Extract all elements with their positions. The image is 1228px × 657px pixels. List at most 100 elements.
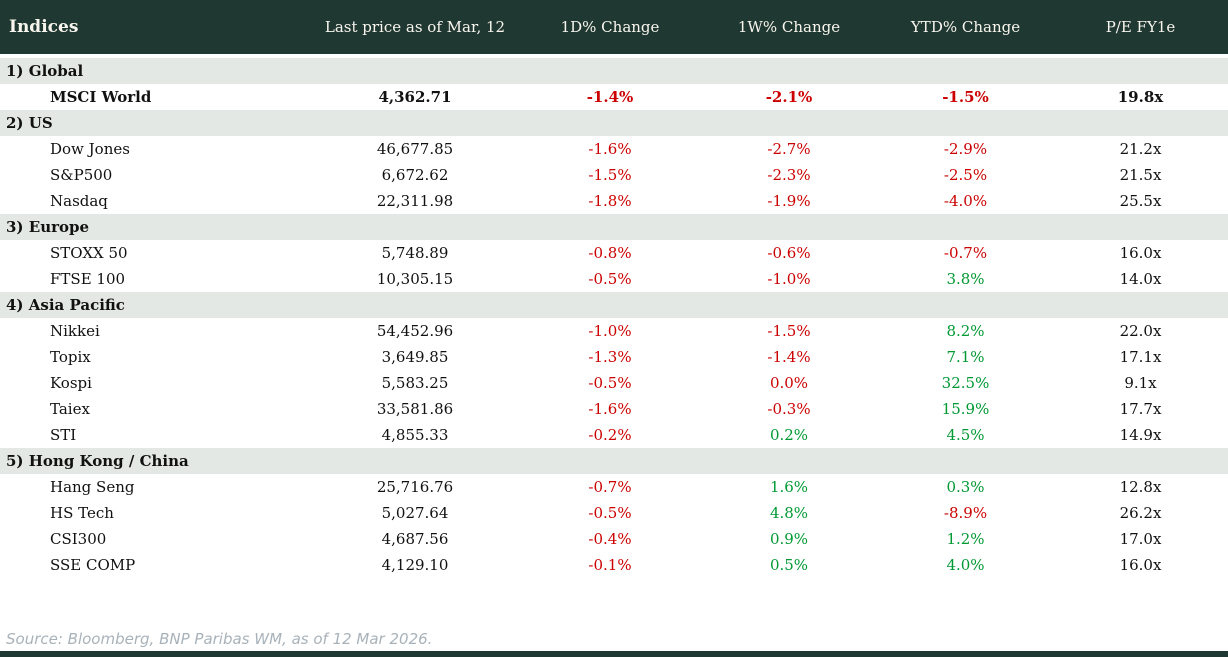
last-price-cell: 4,855.33 [381,426,449,444]
section-label: 1) Global [0,56,1228,84]
pe-fy1e-cell: 17.1x [1119,348,1162,366]
table-body: 1) Global MSCI World 4,362.71 -1.4% -2.1% -1.… [0,56,1228,578]
last-price-cell: 46,677.85 [376,140,454,158]
section-row: 3) Europe [0,214,1228,240]
index-name-cell: Kospi [50,374,92,392]
last-price-cell: 5,027.64 [381,504,449,522]
table-row: Nikkei 54,452.96 -1.0% -1.5% 8.2% 22.0x [0,318,1228,344]
1w-change-cell: -1.5% [767,322,811,340]
column-header-pe-fy1e: P/E FY1e [1053,0,1228,58]
last-price-cell: 4,687.56 [381,530,449,548]
table-header-row: Indices Last price as of Mar, 12 1D% Cha… [0,0,1228,58]
last-price-cell: 4,129.10 [381,556,449,574]
index-name-cell: FTSE 100 [50,270,126,288]
1d-change-cell: -1.6% [588,140,632,158]
1d-change-cell: -1.8% [588,192,632,210]
pe-fy1e-cell: 17.0x [1119,530,1162,548]
pe-fy1e-cell: 14.0x [1119,270,1162,288]
1w-change-cell: -1.9% [767,192,811,210]
index-name-cell: CSI300 [50,530,107,548]
1d-change-cell: -1.3% [588,348,632,366]
last-price-cell: 6,672.62 [381,166,449,184]
1w-change-cell: -2.3% [767,166,811,184]
index-name-cell: S&P500 [50,166,113,184]
1w-change-cell: 0.5% [769,556,809,574]
table-row: STOXX 50 5,748.89 -0.8% -0.6% -0.7% 16.0x [0,240,1228,266]
ytd-change-cell: 1.2% [946,530,985,548]
index-name-cell: Taiex [50,400,90,418]
pe-fy1e-cell: 26.2x [1119,504,1162,522]
pe-fy1e-cell: 14.9x [1119,426,1162,444]
section-row: 4) Asia Pacific [0,292,1228,318]
1d-change-cell: -1.4% [586,88,634,106]
ytd-change-cell: 8.2% [946,322,985,340]
1w-change-cell: -1.0% [767,270,811,288]
last-price-cell: 22,311.98 [376,192,454,210]
pe-fy1e-cell: 16.0x [1119,556,1162,574]
column-header-1d-change: 1D% Change [520,0,700,58]
pe-fy1e-cell: 21.2x [1119,140,1162,158]
table-row: Hang Seng 25,716.76 -0.7% 1.6% 0.3% 12.8x [0,474,1228,500]
index-name-cell: Hang Seng [50,478,135,496]
section-label: 3) Europe [0,214,1228,240]
table-row: Topix 3,649.85 -1.3% -1.4% 7.1% 17.1x [0,344,1228,370]
pe-fy1e-cell: 19.8x [1117,88,1164,106]
1d-change-cell: -1.5% [588,166,632,184]
indices-table: Indices Last price as of Mar, 12 1D% Cha… [0,0,1228,578]
1d-change-cell: -0.5% [588,270,632,288]
pe-fy1e-cell: 17.7x [1119,400,1162,418]
section-label: 5) Hong Kong / China [0,448,1228,474]
ytd-change-cell: 0.3% [946,478,985,496]
table-row: CSI300 4,687.56 -0.4% 0.9% 1.2% 17.0x [0,526,1228,552]
1d-change-cell: -0.4% [588,530,632,548]
ytd-change-cell: 15.9% [941,400,990,418]
1d-change-cell: -0.5% [588,504,632,522]
index-name-cell: Nasdaq [50,192,108,210]
last-price-cell: 3,649.85 [381,348,449,366]
1d-change-cell: -1.6% [588,400,632,418]
1w-change-cell: -2.1% [765,88,813,106]
section-row: 1) Global [0,56,1228,84]
ytd-change-cell: 32.5% [941,374,990,392]
table-row: Nasdaq 22,311.98 -1.8% -1.9% -4.0% 25.5x [0,188,1228,214]
1w-change-cell: -1.4% [767,348,811,366]
1d-change-cell: -0.2% [588,426,632,444]
ytd-change-cell: 7.1% [946,348,985,366]
section-label: 2) US [0,110,1228,136]
1d-change-cell: -0.8% [588,244,632,262]
1w-change-cell: 1.6% [769,478,809,496]
ytd-change-cell: -2.5% [943,166,988,184]
1d-change-cell: -0.7% [588,478,632,496]
pe-fy1e-cell: 9.1x [1124,374,1157,392]
1w-change-cell: 4.8% [769,504,809,522]
pe-fy1e-cell: 25.5x [1119,192,1162,210]
index-name-cell: STOXX 50 [50,244,128,262]
page-title: Indices [0,0,310,58]
pe-fy1e-cell: 22.0x [1119,322,1162,340]
pe-fy1e-cell: 16.0x [1119,244,1162,262]
table-row: Dow Jones 46,677.85 -1.6% -2.7% -2.9% 21.2x [0,136,1228,162]
table-row: HS Tech 5,027.64 -0.5% 4.8% -8.9% 26.2x [0,500,1228,526]
index-name-cell: SSE COMP [50,556,136,574]
pe-fy1e-cell: 21.5x [1119,166,1162,184]
1w-change-cell: -2.7% [767,140,811,158]
ytd-change-cell: -8.9% [943,504,988,522]
ytd-change-cell: 3.8% [946,270,985,288]
table-row: S&P500 6,672.62 -1.5% -2.3% -2.5% 21.5x [0,162,1228,188]
section-row: 5) Hong Kong / China [0,448,1228,474]
ytd-change-cell: -2.9% [943,140,988,158]
table-row: STI 4,855.33 -0.2% 0.2% 4.5% 14.9x [0,422,1228,448]
ytd-change-cell: 4.5% [946,426,985,444]
1d-change-cell: -0.1% [588,556,632,574]
ytd-change-cell: -1.5% [942,88,989,106]
table-row: Taiex 33,581.86 -1.6% -0.3% 15.9% 17.7x [0,396,1228,422]
index-name-cell: Dow Jones [50,140,130,158]
last-price-cell: 5,748.89 [381,244,449,262]
pe-fy1e-cell: 12.8x [1119,478,1162,496]
1w-change-cell: 0.0% [769,374,809,392]
ytd-change-cell: 4.0% [946,556,985,574]
table-row: Kospi 5,583.25 -0.5% 0.0% 32.5% 9.1x [0,370,1228,396]
source-note: Source: Bloomberg, BNP Paribas WM, as of… [6,630,433,648]
1d-change-cell: -0.5% [588,374,632,392]
